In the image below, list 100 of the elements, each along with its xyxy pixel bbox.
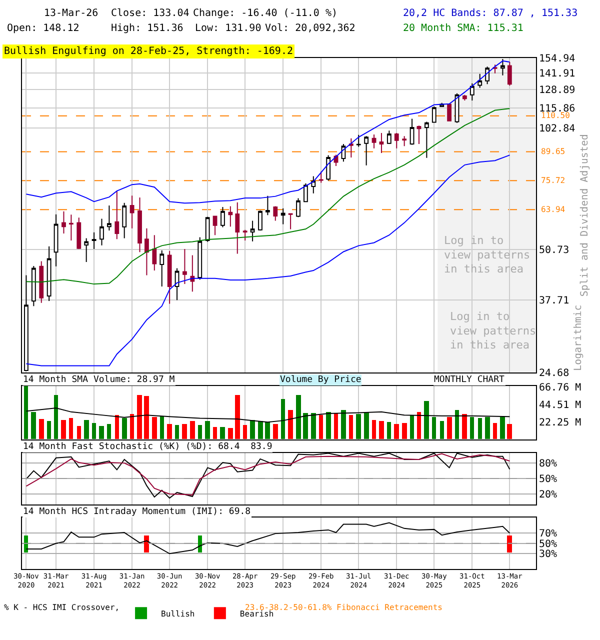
bar [417,412,421,440]
y-tick-label: 102.84 [539,124,576,135]
bar [152,417,157,440]
y-tick-label: 50% [539,474,558,486]
bar [387,422,391,440]
bar [296,395,301,440]
candlestick [205,216,210,242]
bar [462,414,467,440]
ref-line-label: 110.50 [541,111,570,120]
legend-label: Bullish [161,609,195,618]
bar [500,417,505,440]
candlestick [144,228,149,276]
bar [326,412,331,440]
bar [372,420,376,440]
bar [182,424,187,440]
candlestick [198,236,202,280]
candlestick [122,202,127,239]
candlestick [106,204,112,231]
line-series [26,60,510,204]
bar [84,420,89,440]
bar [349,415,353,440]
y-tick-label: 50.73 [539,244,570,256]
bar [493,423,497,440]
candlestick [402,136,407,147]
text: High: 151.36 [111,23,184,34]
candlestick [424,121,429,158]
y-tick-label: 66.76 M [539,382,582,394]
candlestick [190,254,195,292]
bar [303,413,308,440]
y-axis-title: Split and Dividend Adjusted [580,134,591,297]
candlestick [212,215,218,236]
candlestick [160,250,164,288]
candlestick [114,190,120,240]
text: 20,2 HC Bands: 87.87 , 151.33 [403,8,578,19]
line-series [26,408,510,423]
bar [281,399,285,440]
bar [507,424,512,440]
bar [379,421,384,440]
candlestick [46,246,52,302]
candlestick [379,132,384,154]
candlestick [410,118,414,146]
candlestick [62,210,66,234]
text: 23.6-38.2-50-61.8% Fibonacci Retracements [245,603,443,612]
text: % K - HCS IMI Crossover, [4,603,120,612]
candlestick [76,217,82,250]
candlestick [174,268,180,301]
candlestick [31,266,36,307]
candlestick [138,197,142,253]
candlestick [386,130,392,144]
bar [410,415,414,440]
bar [319,415,323,440]
text: Change: -16.40 (-11.0 %) [193,8,338,19]
bar [455,410,459,440]
bar [402,423,407,440]
y-tick-label: 80% [539,458,558,470]
y-tick-label: 141.91 [539,68,576,80]
candlestick [356,134,361,148]
candlestick [130,195,134,229]
ref-line-label: 89.65 [541,147,566,156]
candlestick [250,220,255,242]
candlestick [326,154,331,181]
bar [99,426,104,440]
candlestick [220,206,225,228]
candlestick [280,208,286,225]
text: 14 Month Fast Stochastic (%K) (%D): 68.4 83.9 [23,442,272,452]
bar [243,425,247,440]
y-tick-label: 70% [539,528,558,540]
bar [77,426,81,440]
candlestick [228,206,233,228]
bar [115,415,119,440]
candlestick [348,138,354,158]
bar [250,420,255,440]
candlestick [432,106,436,123]
ref-line-label: 75.72 [541,176,566,185]
bar [447,417,452,440]
candlestick [288,212,293,230]
candlestick [152,234,157,272]
bar [205,421,210,440]
bar [160,416,164,440]
y-tick-label: 37.71 [539,296,570,307]
text: 14 Month HCS Intraday Momentum (IMI): 69.8 [23,507,251,517]
bar [235,395,240,440]
candlestick [416,125,422,144]
bar [167,424,172,440]
candlestick [242,229,248,241]
candlestick [24,274,28,371]
text: Low: 131.90 [195,23,262,34]
y-tick-label: 44.51 M [539,400,582,411]
bar [265,422,270,440]
bar [478,418,482,440]
candlestick [372,134,376,149]
bar [144,396,149,440]
text: 20 Month SMA: 115.31 [403,23,524,34]
bar [485,417,490,440]
bar [175,425,179,440]
bar [61,420,66,440]
bar [258,421,263,440]
candlestick [167,250,172,304]
y-tick-label: 20% [539,489,558,500]
candlestick [478,73,482,88]
